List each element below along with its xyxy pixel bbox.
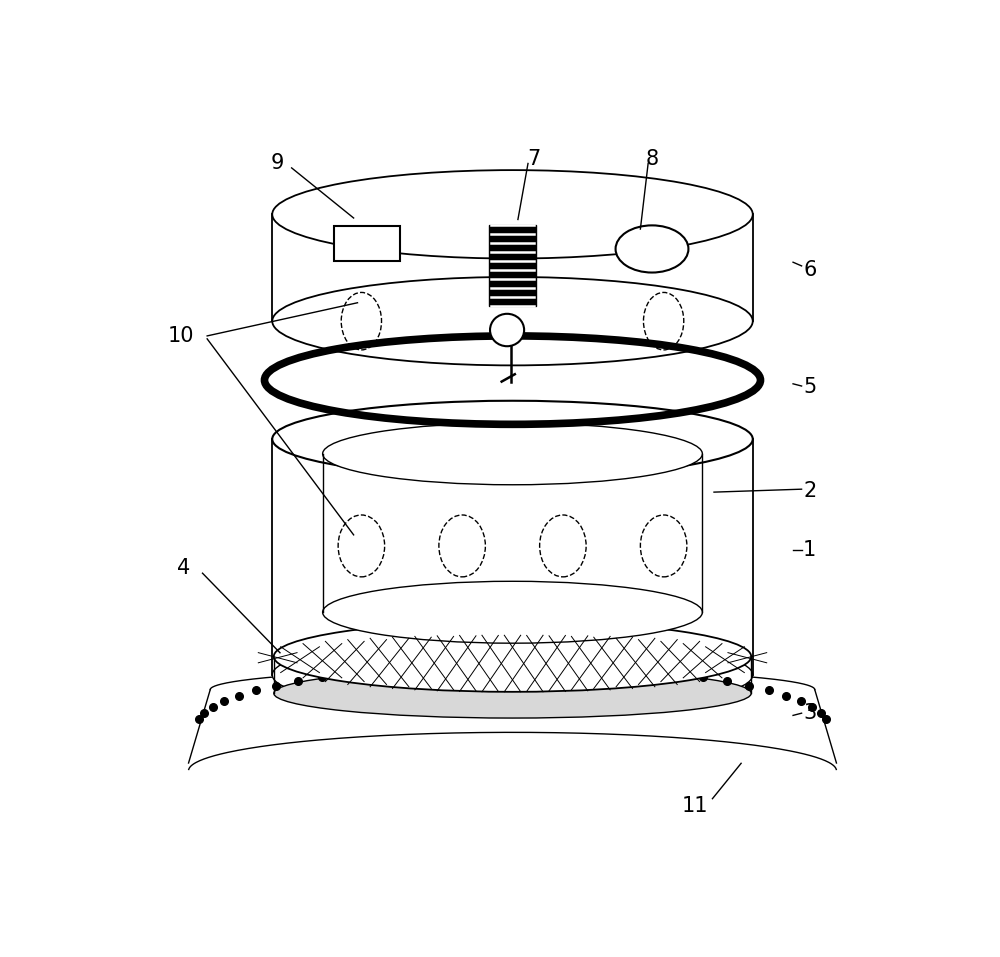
Text: 10: 10 bbox=[168, 326, 194, 345]
Ellipse shape bbox=[616, 226, 688, 273]
Text: 5: 5 bbox=[803, 377, 816, 397]
Ellipse shape bbox=[272, 277, 753, 366]
Text: 2: 2 bbox=[803, 480, 816, 501]
Text: 11: 11 bbox=[681, 796, 708, 816]
Text: 6: 6 bbox=[803, 259, 816, 279]
Circle shape bbox=[490, 314, 524, 346]
Bar bbox=[489, 225, 536, 306]
Ellipse shape bbox=[323, 423, 702, 485]
Ellipse shape bbox=[272, 636, 753, 713]
Text: 7: 7 bbox=[528, 149, 541, 169]
Bar bbox=[334, 226, 400, 261]
Text: 8: 8 bbox=[645, 149, 659, 169]
Text: 1: 1 bbox=[803, 540, 816, 560]
Text: 4: 4 bbox=[176, 558, 190, 578]
Ellipse shape bbox=[323, 581, 702, 643]
Text: 3: 3 bbox=[803, 703, 816, 723]
Ellipse shape bbox=[272, 170, 753, 258]
Ellipse shape bbox=[274, 669, 751, 718]
Ellipse shape bbox=[274, 621, 751, 692]
Ellipse shape bbox=[272, 401, 753, 478]
Text: 9: 9 bbox=[270, 153, 284, 172]
